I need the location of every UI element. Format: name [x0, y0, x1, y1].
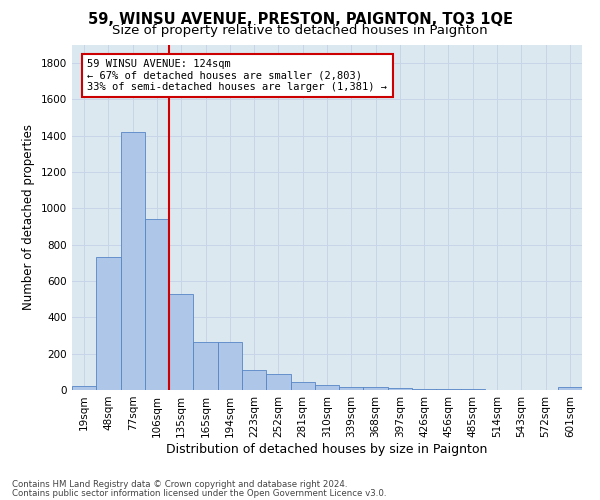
Bar [266, 374, 290, 390]
Bar [364, 386, 388, 390]
Bar [388, 388, 412, 390]
Text: 59 WINSU AVENUE: 124sqm
← 67% of detached houses are smaller (2,803)
33% of semi: 59 WINSU AVENUE: 124sqm ← 67% of detache… [88, 59, 388, 92]
Bar [193, 342, 218, 390]
Bar [412, 388, 436, 390]
Text: Size of property relative to detached houses in Paignton: Size of property relative to detached ho… [112, 24, 488, 37]
Bar [339, 386, 364, 390]
Text: Contains public sector information licensed under the Open Government Licence v3: Contains public sector information licen… [12, 489, 386, 498]
Bar [558, 386, 582, 390]
Text: Contains HM Land Registry data © Crown copyright and database right 2024.: Contains HM Land Registry data © Crown c… [12, 480, 347, 489]
Bar [218, 342, 242, 390]
Bar [315, 385, 339, 390]
Y-axis label: Number of detached properties: Number of detached properties [22, 124, 35, 310]
Bar [145, 220, 169, 390]
Bar [121, 132, 145, 390]
Bar [96, 256, 121, 390]
Bar [436, 389, 461, 390]
Bar [242, 370, 266, 390]
Text: 59, WINSU AVENUE, PRESTON, PAIGNTON, TQ3 1QE: 59, WINSU AVENUE, PRESTON, PAIGNTON, TQ3… [88, 12, 512, 26]
X-axis label: Distribution of detached houses by size in Paignton: Distribution of detached houses by size … [166, 442, 488, 456]
Bar [290, 382, 315, 390]
Bar [72, 386, 96, 390]
Bar [169, 294, 193, 390]
